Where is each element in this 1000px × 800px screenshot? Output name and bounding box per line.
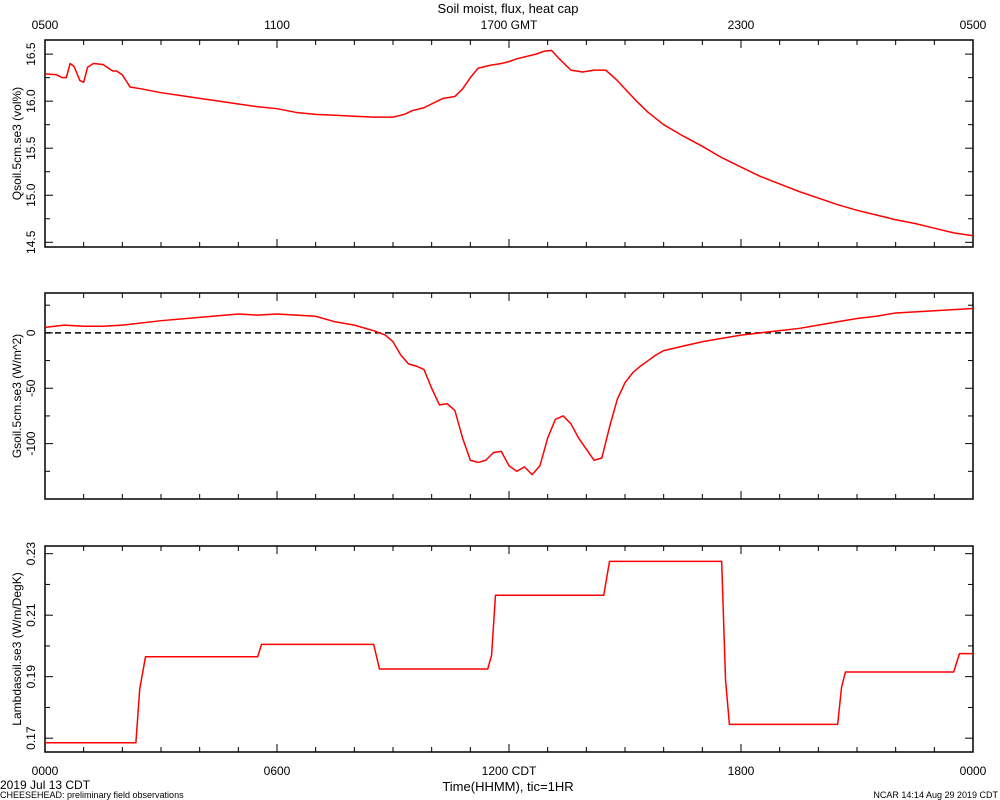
chart-title: Soil moist, flux, heat cap [438,1,579,16]
top-axis-tick-labels: 0500 1100 1700 GMT 2300 0500 [32,18,987,32]
y-axis-label: Lambdasoil.se3 (W/m/DegK) [10,572,24,725]
series-line [44,49,974,237]
series-line [45,560,973,744]
y-tick-label: 15.5 [24,136,38,160]
y-tick-label: 0 [24,329,38,336]
bottom-tick-label: 1200 CDT [482,764,537,778]
panel-frame [44,545,974,753]
footer-date: 2019 Jul 13 CDT [0,778,91,792]
y-tick-label: 16.5 [24,42,38,66]
bottom-tick-label: 1800 [728,764,755,778]
panel-1: 14.5 15.0 15.5 16.0 16.5 Qsoil.5cm.se3 (vol%) [10,39,974,254]
top-tick-label: 0500 [32,18,59,32]
y-axis-label: Gsoil.5cm.se3 (W/m^2) [10,334,24,458]
y-tick-label: 0.19 [24,665,38,689]
panel-frame [44,39,974,248]
y-tick-label: 16.0 [24,89,38,113]
y-tick-label: 0.17 [24,726,38,750]
panel-frame [44,292,974,500]
bottom-tick-label: 0000 [960,764,987,778]
y-tick-label: 0.23 [24,542,38,566]
series-line [44,307,974,476]
top-tick-label: 0500 [960,18,987,32]
top-tick-label: 1100 [264,18,290,32]
y-tick-label: 15.0 [24,183,38,207]
top-tick-label: 1700 GMT [481,18,538,32]
y-tick-label: -50 [24,379,38,397]
bottom-tick-label: 0000 [32,764,59,778]
y-tick-label: -100 [24,431,38,455]
y-tick-label: 14.5 [24,230,38,254]
y-tick-label: 0.21 [24,603,38,627]
footer-credit: NCAR 14:14 Aug 29 2019 CDT [873,790,998,800]
chart-panels: 14.5 15.0 15.5 16.0 16.5 Qsoil.5cm.se3 (vol%)… [10,39,974,753]
bottom-tick-label: 0600 [264,764,291,778]
bottom-axis-tick-labels: 0000 0600 1200 CDT 1800 0000 [32,764,987,778]
y-axis-label: Qsoil.5cm.se3 (vol%) [10,87,24,200]
top-tick-label: 2300 [728,18,755,32]
x-axis-label: Time(HHMM), tic=1HR [442,779,573,794]
footer-project: CHEESEHEAD: preliminary field observatio… [0,790,184,800]
